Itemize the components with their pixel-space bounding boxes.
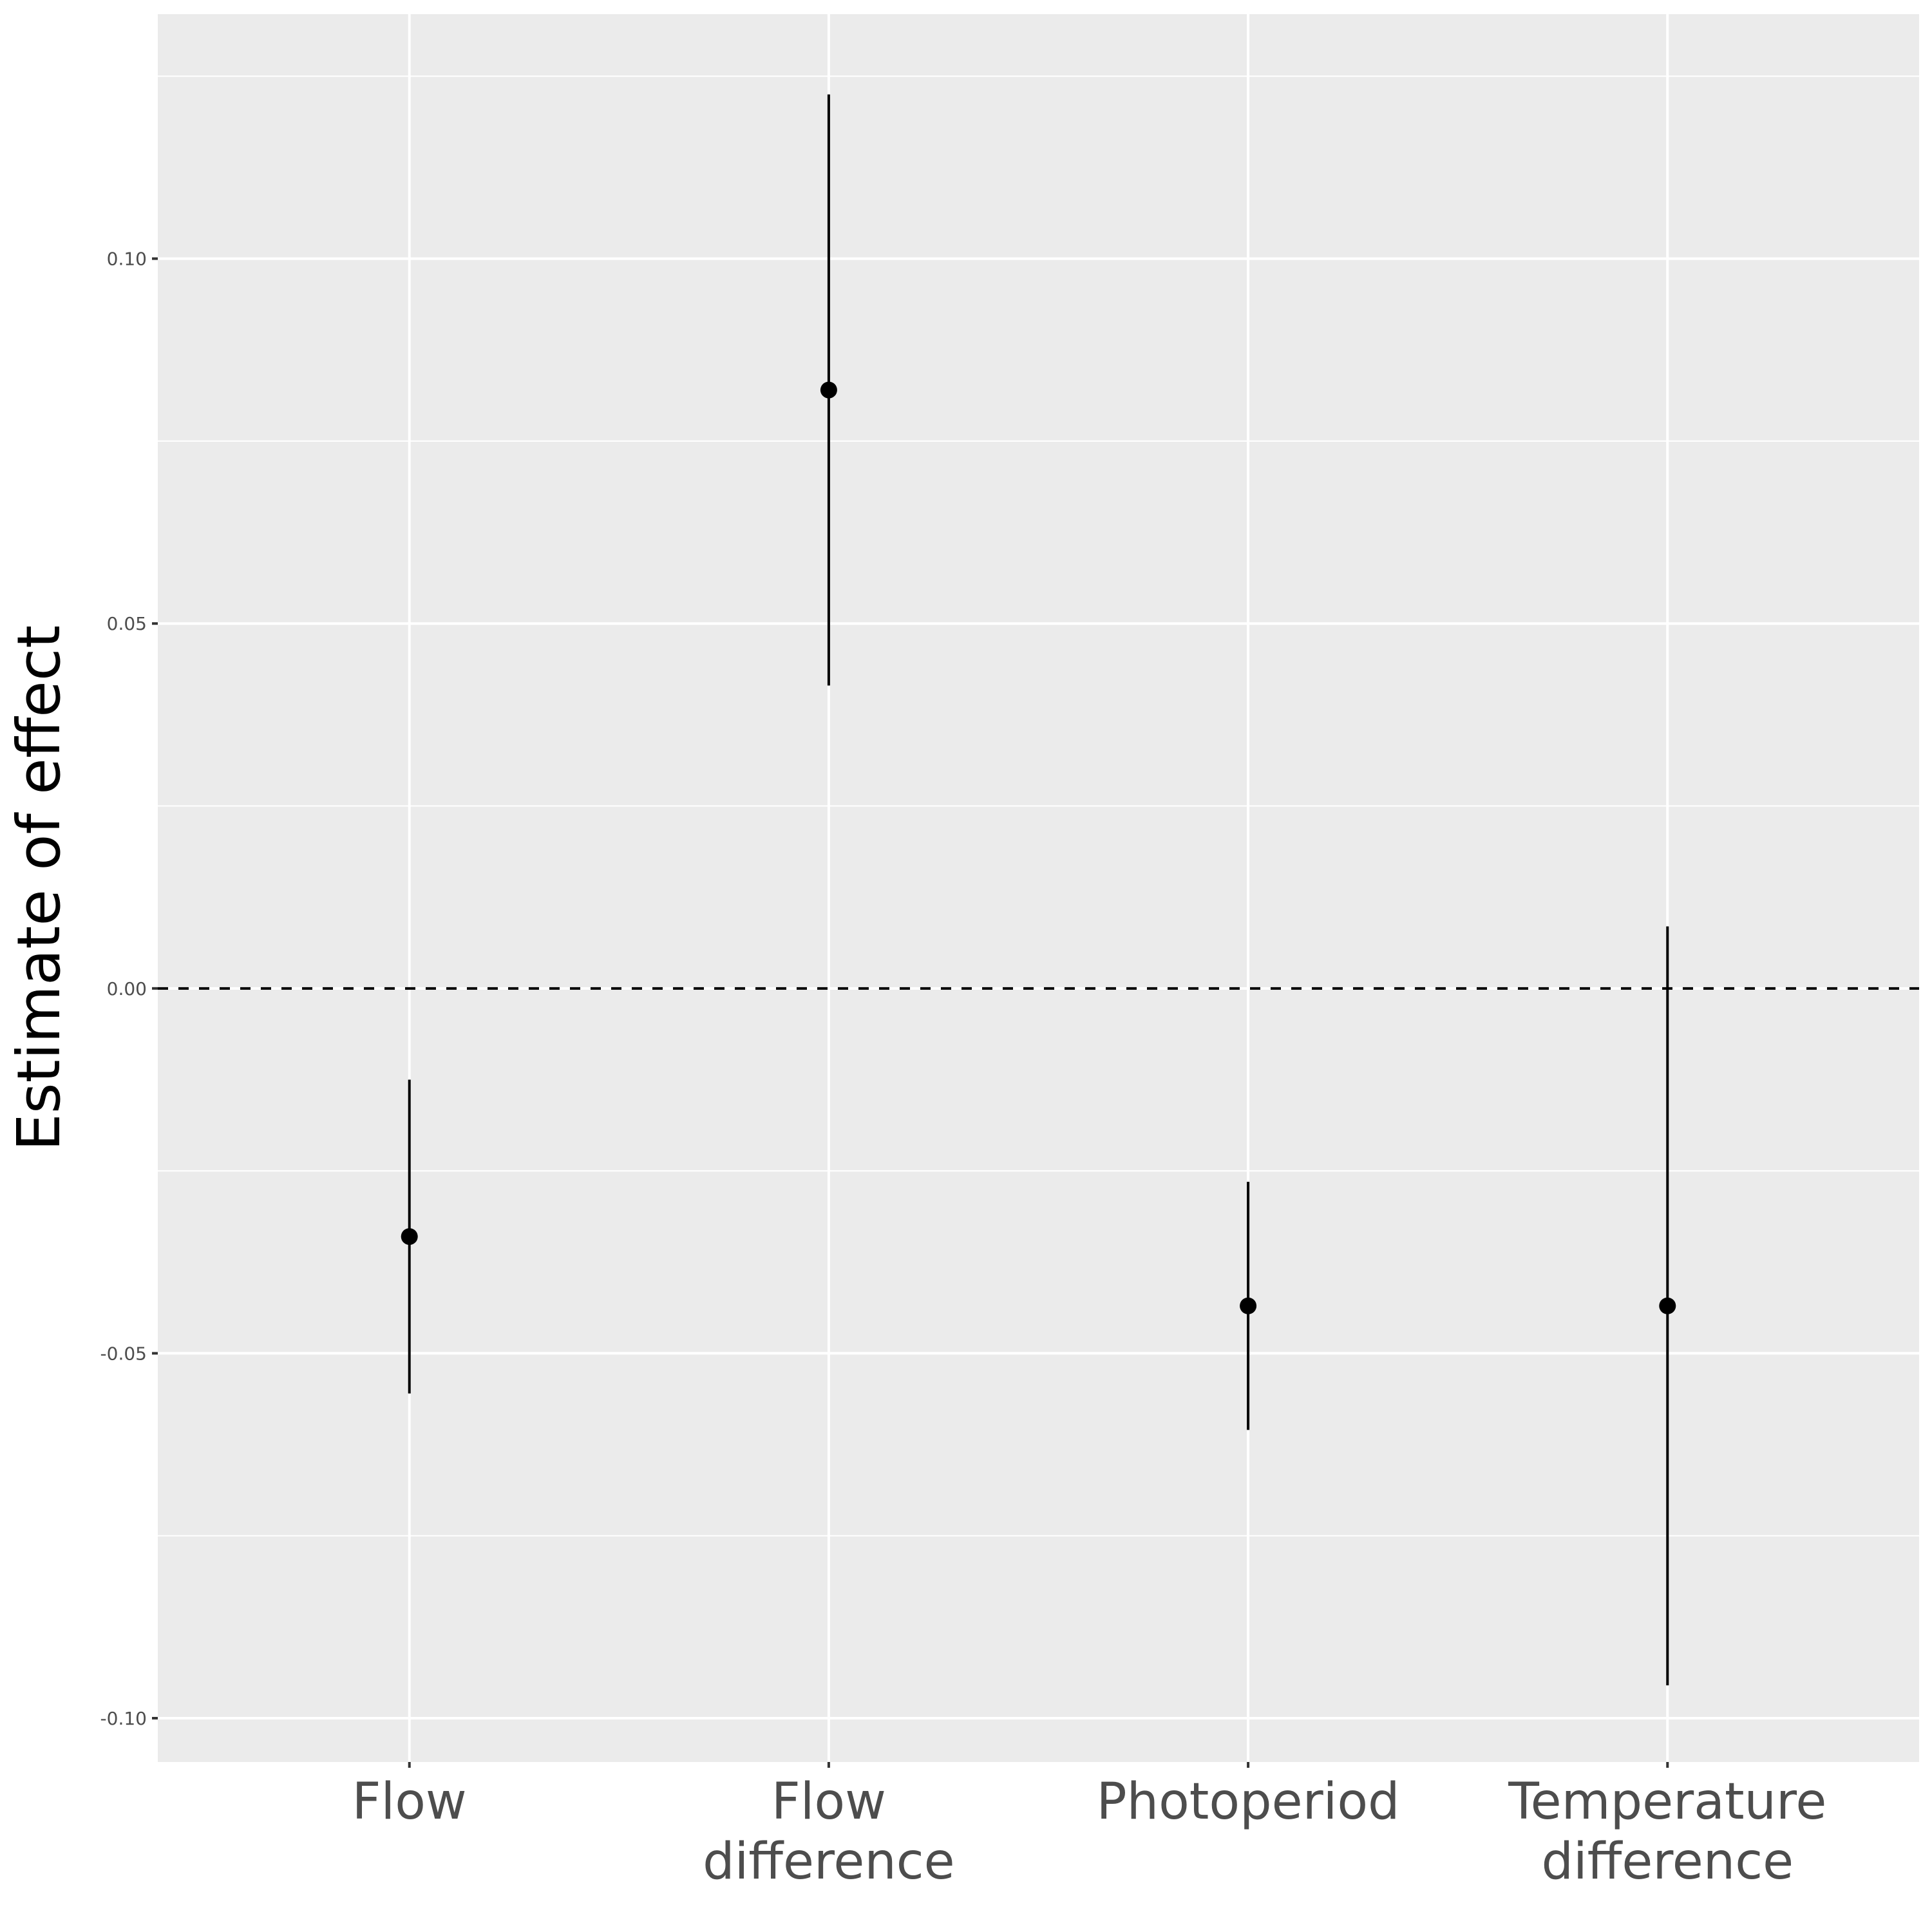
estimate-point [1659,1297,1676,1314]
estimate-point [401,1228,418,1245]
x-tick-label-line: Photoperiod [1097,1773,1400,1831]
y-axis-title: Estimate of effect [5,625,73,1151]
y-tick-label: -0.05 [100,1343,147,1364]
estimate-points [401,381,1676,1314]
x-tick-label-line: Flow [772,1773,886,1831]
x-tick-label: Temperature difference [1508,1773,1826,1891]
x-tick-label-line: Flow [352,1773,467,1831]
y-tick-label: -0.10 [100,1708,147,1729]
plot-panel [158,14,1919,1762]
x-tick-label: Flow difference [703,1773,955,1891]
x-tick-label: Flow [352,1773,467,1831]
minor-gridlines [158,75,1919,1537]
y-axis-ticks: -0.10 -0.05 0.00 0.05 0.10 [100,249,158,1729]
x-tick-label-line: Temperature [1508,1773,1826,1831]
x-tick-label-line: difference [703,1833,955,1891]
y-tick-label: 0.10 [107,249,147,270]
y-tick-label: 0.00 [107,978,147,999]
y-tick-label: 0.05 [107,613,147,634]
x-tick-label-line: difference [1542,1833,1794,1891]
x-tick-label: Photoperiod [1097,1773,1400,1831]
estimate-point [820,381,837,399]
estimate-point [1240,1297,1257,1314]
